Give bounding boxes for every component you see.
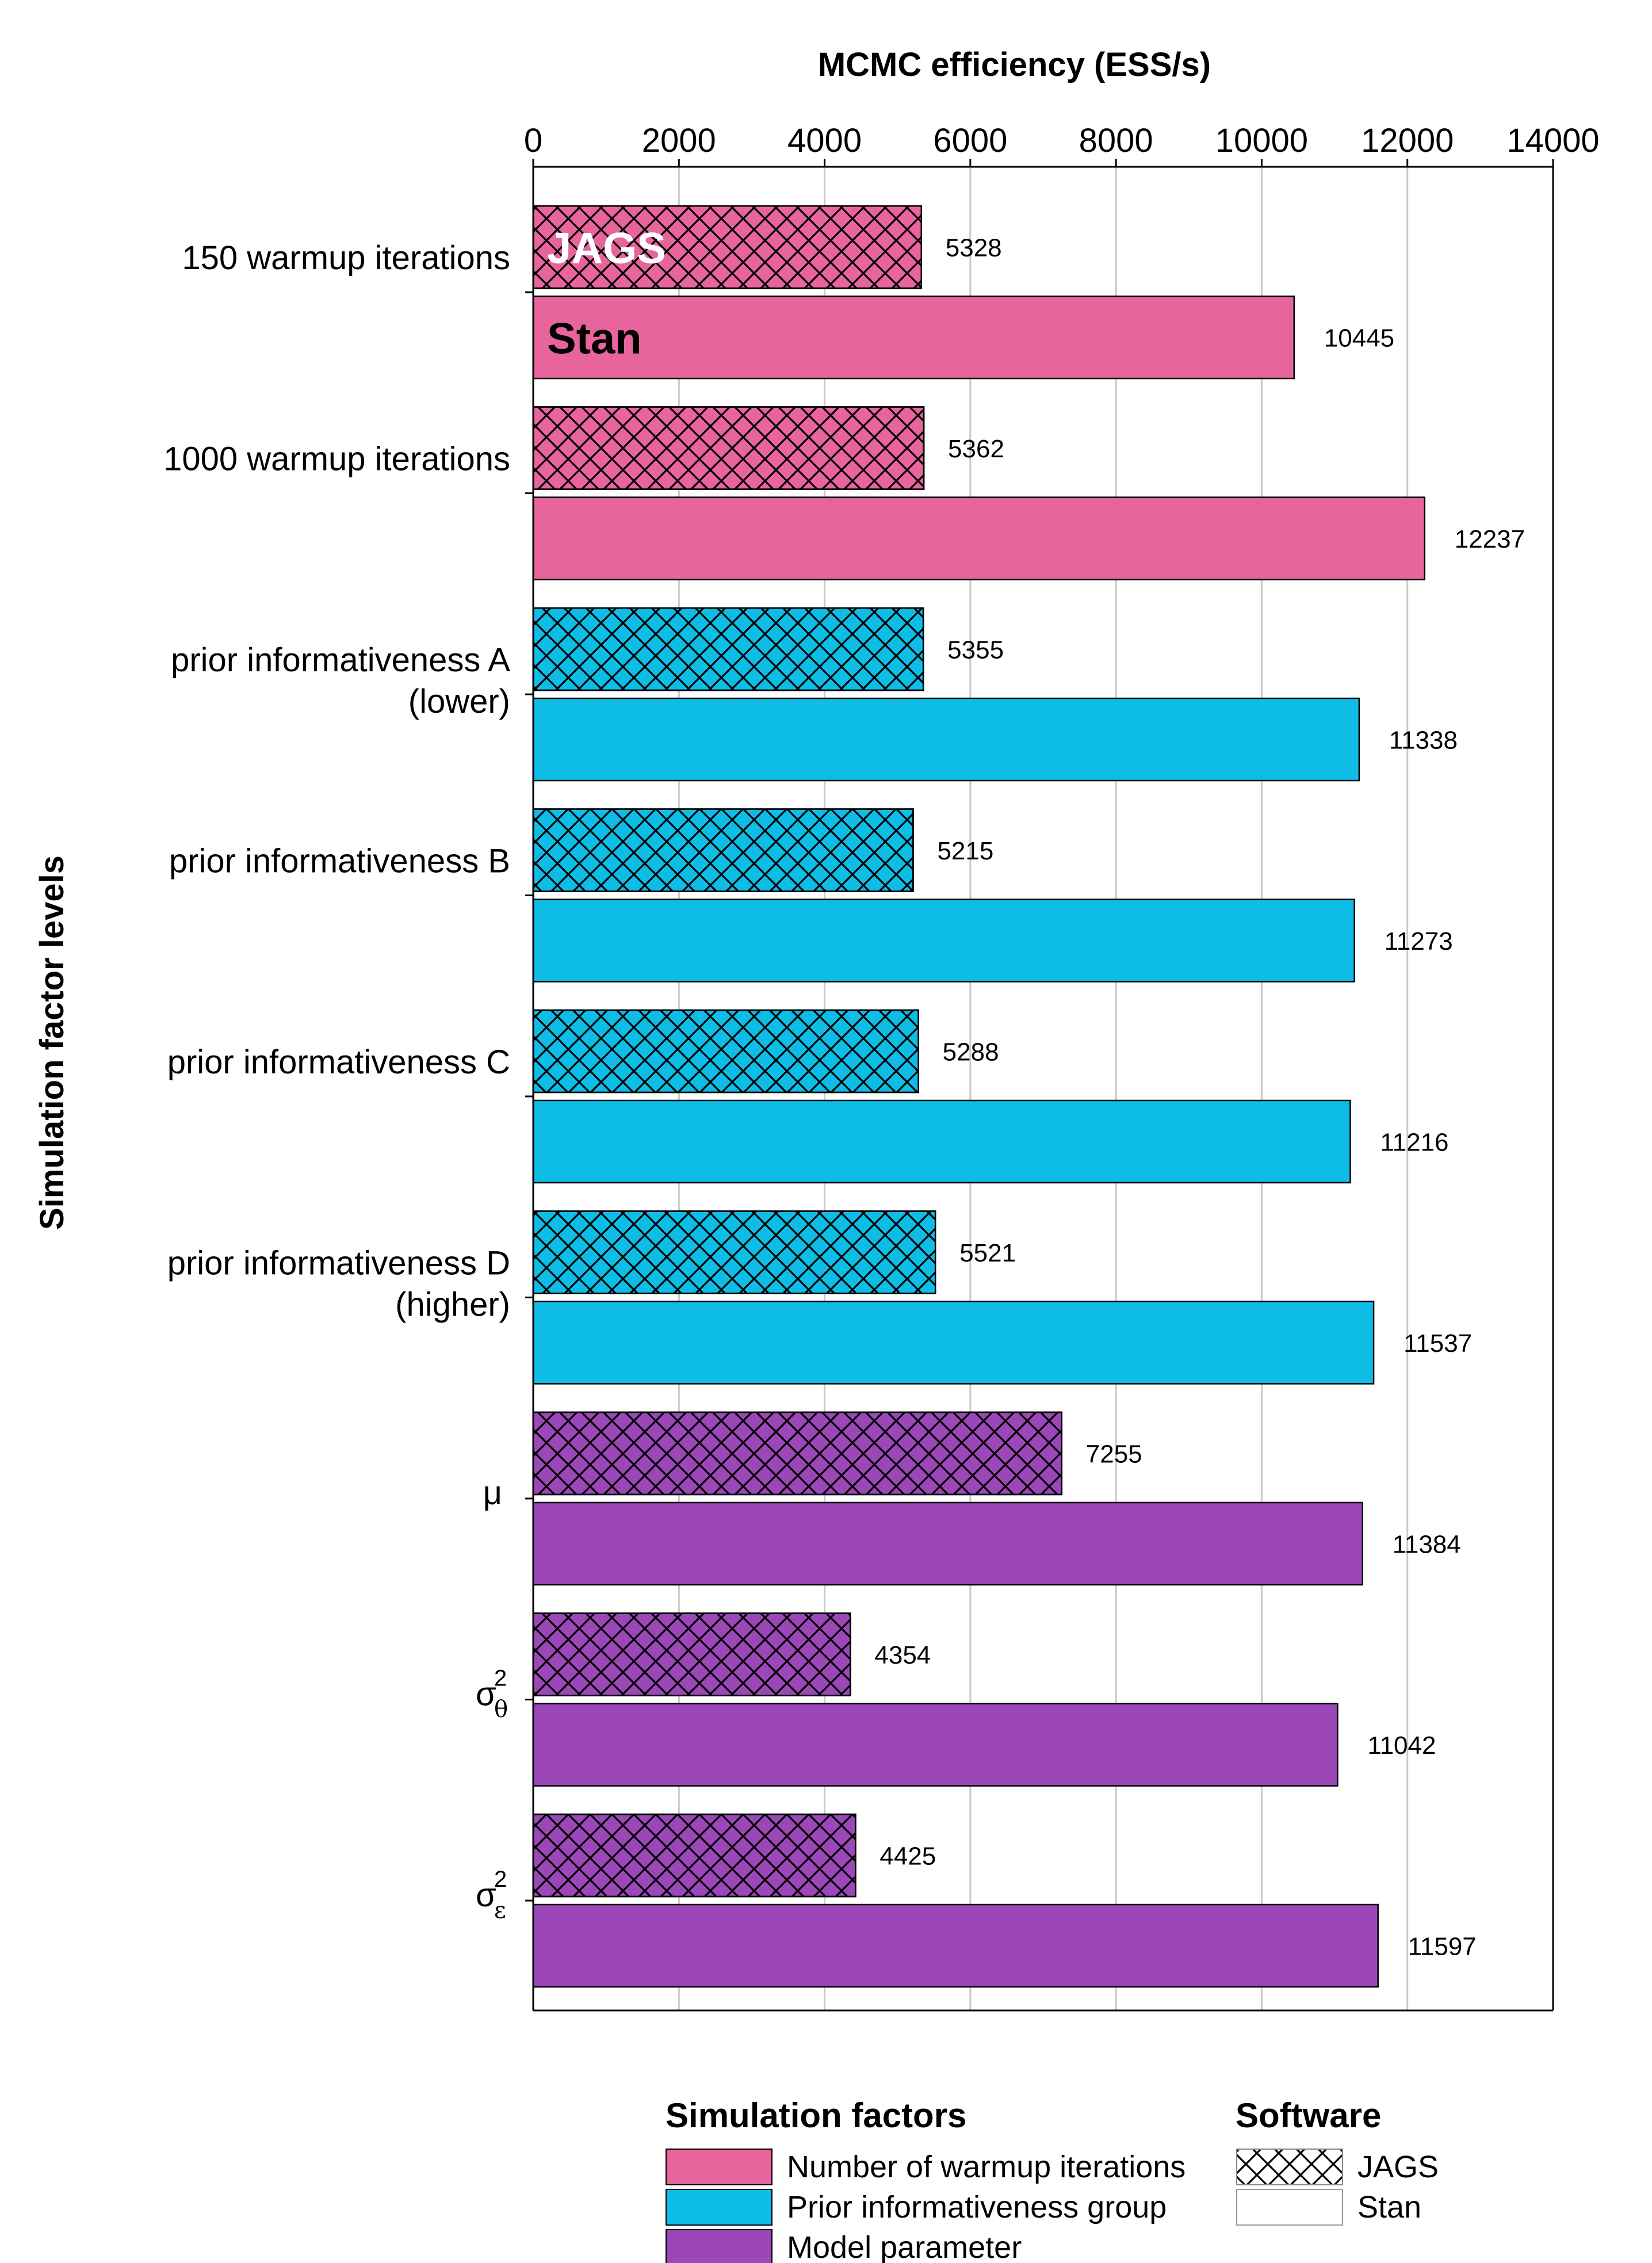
bar-stan-mu: [532, 1501, 1363, 1586]
category-label-superscript: 2: [494, 1867, 507, 1892]
category-label-line2: (lower): [408, 683, 510, 720]
legend-label-prior: Prior informativeness group: [787, 2190, 1167, 2224]
category-label-subscript: ε: [494, 1897, 506, 1924]
legend-swatch-jags: [1236, 2149, 1343, 2185]
bar-jags-hatch-warmup1000: [532, 406, 925, 490]
data-label-stan: 10445: [1324, 324, 1394, 353]
x-tick-label: 4000: [787, 122, 862, 159]
legend-factors-title: Simulation factors: [666, 2096, 966, 2135]
bar-jags-hatch-priorB: [532, 808, 914, 892]
bar-jags-hatch-mu: [532, 1411, 1063, 1496]
x-axis-title: MCMC efficiency (ESS/s): [818, 46, 1211, 83]
bar-jags-hatch-priorD: [532, 1210, 936, 1294]
bar-stan-sigma_eps: [532, 1903, 1379, 1988]
data-label-jags: 5362: [948, 435, 1004, 463]
data-label-jags: 7255: [1086, 1440, 1142, 1469]
data-label-stan: 11537: [1404, 1329, 1472, 1358]
bar-stan-warmup1000: [532, 496, 1425, 580]
data-label-jags: 5215: [937, 837, 993, 865]
category-label-line2: (higher): [395, 1286, 510, 1324]
bar-jags-hatch-sigma_theta: [532, 1612, 851, 1696]
legend-swatch-param: [666, 2229, 773, 2263]
category-label-subscript: θ: [494, 1696, 508, 1723]
bar-jags-hatch-sigma_eps: [532, 1813, 856, 1898]
category-label-superscript: 2: [494, 1666, 507, 1691]
category-label: prior informativeness B: [169, 843, 510, 880]
x-tick-label: 0: [524, 122, 542, 159]
x-tick-label: 12000: [1361, 122, 1454, 159]
bar-stan-priorB: [532, 899, 1355, 983]
x-tick-label: 10000: [1215, 122, 1308, 159]
in-bar-label-stan: Stan: [547, 315, 642, 364]
legend-swatch-stan: [1236, 2189, 1343, 2226]
data-label-jags: 4354: [874, 1641, 931, 1669]
category-label-symbol: σ: [476, 1876, 496, 1914]
data-label-stan: 11042: [1367, 1731, 1436, 1760]
category-label: prior informativeness C: [167, 1043, 510, 1081]
data-label-stan: 11216: [1380, 1129, 1448, 1157]
legend-label-param: Model parameter: [787, 2230, 1022, 2263]
bar-jags-hatch-warmup150: [532, 205, 923, 289]
in-bar-label-jags: JAGS: [547, 224, 666, 273]
category-label: 1000 warmup iterations: [163, 441, 510, 478]
category-label: prior informativeness A: [171, 641, 510, 679]
data-label-jags: 5521: [959, 1239, 1016, 1267]
x-tick-label: 2000: [642, 122, 716, 159]
data-label-stan: 11384: [1393, 1531, 1461, 1559]
category-label: 150 warmup iterations: [182, 239, 510, 277]
data-label-jags: 5328: [946, 234, 1002, 262]
data-label-stan: 12237: [1455, 525, 1525, 553]
data-label-jags: 5355: [947, 636, 1004, 664]
legend-label-stan: Stan: [1357, 2190, 1421, 2224]
legend-label-jags: JAGS: [1357, 2150, 1439, 2184]
category-label: prior informativeness D: [167, 1245, 510, 1282]
y-axis-title: Simulation factor levels: [33, 855, 71, 1230]
data-label-stan: 11273: [1385, 927, 1453, 955]
x-tick-label: 14000: [1506, 122, 1599, 159]
data-label-stan: 11338: [1389, 727, 1458, 755]
x-tick-label: 8000: [1079, 122, 1153, 159]
data-label-stan: 11597: [1408, 1933, 1477, 1961]
legend-swatch-prior: [666, 2189, 773, 2226]
legend-swatch-warmup: [666, 2149, 773, 2185]
data-label-jags: 5288: [943, 1038, 999, 1066]
bar-jags-hatch-priorA: [532, 607, 924, 691]
bar-jags-hatch-priorC: [532, 1009, 919, 1094]
legend-software-title: Software: [1236, 2096, 1381, 2135]
bar-stan-priorA: [532, 697, 1360, 782]
bar-stan-priorC: [532, 1099, 1351, 1184]
category-label-symbol: σ: [476, 1676, 496, 1713]
bar-stan-warmup150: [532, 295, 1295, 380]
category-label-symbol: μ: [483, 1474, 502, 1512]
x-tick-label: 6000: [933, 122, 1007, 159]
data-label-jags: 4425: [879, 1842, 936, 1871]
legend-label-warmup: Number of warmup iterations: [787, 2150, 1186, 2184]
bar-stan-sigma_theta: [532, 1703, 1339, 1787]
bar-stan-priorD: [532, 1301, 1375, 1385]
